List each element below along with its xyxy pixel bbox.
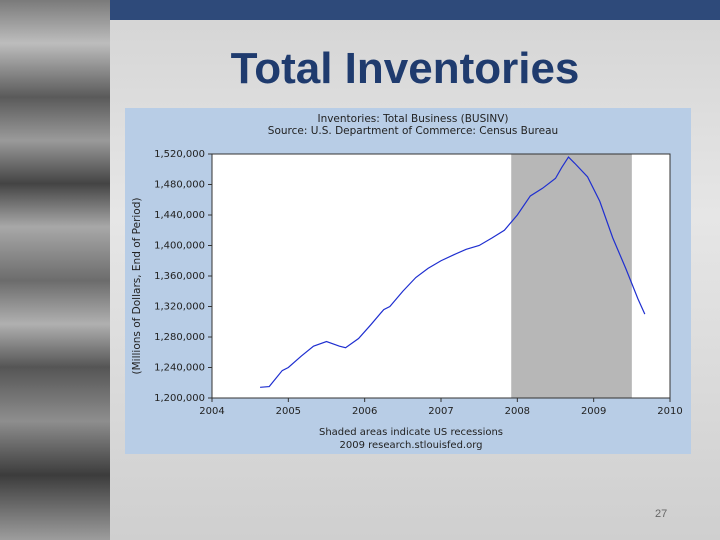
x-tick-label: 2010 (657, 406, 682, 417)
x-tick-label: 2004 (199, 406, 224, 417)
photo-strip (0, 0, 110, 540)
plot-frame (211, 153, 671, 399)
recession-note: Shaded areas indicate US recessions (319, 427, 503, 438)
recession-band (511, 154, 632, 398)
x-tick-label: 2009 (581, 406, 606, 417)
x-tick-label: 2005 (276, 406, 301, 417)
x-tick-label: 2008 (505, 406, 530, 417)
x-tick-label: 2006 (352, 406, 377, 417)
data-line (260, 156, 646, 388)
chart: Inventories: Total Business (BUSINV)Sour… (125, 108, 691, 454)
x-tick-label: 2007 (428, 406, 453, 417)
chart-title: Inventories: Total Business (BUSINV) (317, 113, 508, 125)
chart-subtitle: Source: U.S. Department of Commerce: Cen… (268, 125, 558, 137)
y-tick-label: 1,320,000 (154, 302, 205, 313)
y-tick-label: 1,280,000 (154, 332, 205, 343)
y-tick-label: 1,240,000 (154, 363, 205, 374)
source-note: 2009 research.stlouisfed.org (339, 440, 482, 451)
y-tick-label: 1,400,000 (154, 241, 205, 252)
y-axis-label: (Millions of Dollars, End of Period) (131, 198, 143, 375)
slide-title: Total Inventories (230, 44, 580, 93)
top-bar (110, 0, 720, 20)
y-tick-label: 1,480,000 (154, 180, 205, 191)
y-tick-label: 1,440,000 (154, 210, 205, 221)
y-tick-label: 1,520,000 (154, 149, 205, 160)
y-tick-label: 1,200,000 (154, 393, 205, 404)
page-number: 27 (655, 508, 668, 520)
y-tick-label: 1,360,000 (154, 271, 205, 282)
